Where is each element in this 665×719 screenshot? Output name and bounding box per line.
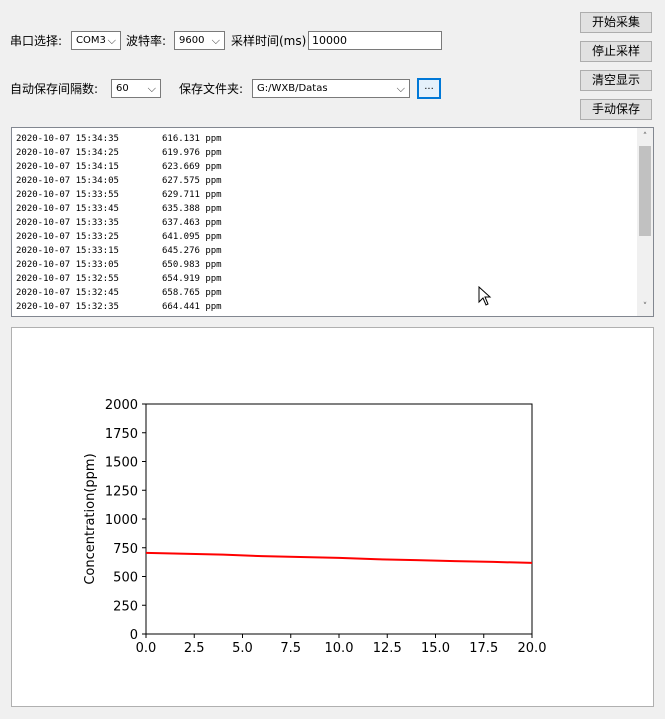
folder-select-value: G:/WXB/Datas <box>257 83 328 94</box>
interval-label: 采样时间(ms) <box>231 34 307 48</box>
autosave-interval-select[interactable]: 60 ⌵ <box>111 79 161 98</box>
log-row-time: 2020-10-07 15:33:35 <box>16 218 119 228</box>
log-row-time: 2020-10-07 15:33:05 <box>16 260 119 270</box>
log-row: 2020-10-07 15:34:15 623.669 ppm <box>16 160 222 174</box>
browse-folder-button[interactable]: ... <box>417 78 441 99</box>
folder-label: 保存文件夹: <box>179 82 244 96</box>
y-tick-label: 1000 <box>105 513 138 528</box>
autosave-interval-value: 60 <box>116 83 129 94</box>
log-row-time: 2020-10-07 15:33:55 <box>16 190 119 200</box>
x-tick-label: 5.0 <box>232 641 253 656</box>
y-axis-label: Concentration(ppm) <box>83 453 98 584</box>
log-row: 2020-10-07 15:32:45 658.765 ppm <box>16 286 222 300</box>
baud-label: 波特率: <box>126 34 167 48</box>
stop-button[interactable]: 停止采样 <box>580 41 652 62</box>
port-select-value: COM3 <box>76 35 106 46</box>
log-row-value: 641.095 ppm <box>162 232 222 242</box>
log-row-time: 2020-10-07 15:34:05 <box>16 176 119 186</box>
log-row: 2020-10-07 15:33:25 641.095 ppm <box>16 230 222 244</box>
start-button[interactable]: 开始采集 <box>580 12 652 33</box>
x-tick-label: 17.5 <box>469 641 498 656</box>
log-row-value: 664.441 ppm <box>162 302 222 312</box>
log-row: 2020-10-07 15:33:55 629.711 ppm <box>16 188 222 202</box>
plot-area <box>145 403 533 635</box>
log-row: 2020-10-07 15:34:25 619.976 ppm <box>16 146 222 160</box>
log-row: 2020-10-07 15:32:55 654.919 ppm <box>16 272 222 286</box>
log-row-value: 637.463 ppm <box>162 218 222 228</box>
folder-select[interactable]: G:/WXB/Datas ⌵ <box>252 79 410 98</box>
y-tick-label: 500 <box>113 571 138 586</box>
log-row-time: 2020-10-07 15:33:45 <box>16 204 119 214</box>
x-tick-label: 0.0 <box>136 641 157 656</box>
scroll-down-icon[interactable]: ˅ <box>642 302 648 312</box>
x-tick-label: 20.0 <box>518 641 547 656</box>
chevron-down-icon: ⌵ <box>396 82 405 95</box>
mouse-cursor-icon <box>478 286 492 306</box>
x-tick-label: 12.5 <box>373 641 402 656</box>
scrollbar-thumb[interactable] <box>639 146 651 236</box>
x-tick-label: 15.0 <box>421 641 450 656</box>
chevron-down-icon: ⌵ <box>107 34 116 47</box>
baud-select[interactable]: 9600 ⌵ <box>174 31 225 50</box>
log-row: 2020-10-07 15:33:35 637.463 ppm <box>16 216 222 230</box>
data-log-list[interactable]: 2020-10-07 15:34:35 616.131 ppm 2020-10-07… <box>11 127 654 317</box>
log-row: 2020-10-07 15:34:35 616.131 ppm <box>16 132 222 146</box>
log-row: 2020-10-07 15:33:45 635.388 ppm <box>16 202 222 216</box>
interval-input[interactable]: 10000 <box>308 31 442 50</box>
concentration-chart: 0.0 2.5 5.0 7.5 10.0 12.5 15.0 17.5 20.0 0 250 500 7… <box>83 398 547 656</box>
y-tick-label: 0 <box>130 628 138 643</box>
log-row-value: 623.669 ppm <box>162 162 222 172</box>
autosave-interval-label: 自动保存间隔数: <box>10 82 99 96</box>
log-row-value: 635.388 ppm <box>162 204 222 214</box>
port-select[interactable]: COM3 ⌵ <box>71 31 121 50</box>
log-row: 2020-10-07 15:33:15 645.276 ppm <box>16 244 222 258</box>
y-tick-label: 750 <box>113 542 138 557</box>
log-row-time: 2020-10-07 15:34:25 <box>16 148 119 158</box>
scroll-up-icon[interactable]: ˄ <box>642 132 648 142</box>
log-row-value: 629.711 ppm <box>162 190 222 200</box>
log-row: 2020-10-07 15:33:05 650.983 ppm <box>16 258 222 272</box>
y-tick-label: 2000 <box>105 398 138 413</box>
concentration-series-line <box>145 551 533 564</box>
log-row-value: 658.765 ppm <box>162 288 222 298</box>
log-row-time: 2020-10-07 15:32:45 <box>16 288 119 298</box>
log-row-time: 2020-10-07 15:32:55 <box>16 274 119 284</box>
baud-select-value: 9600 <box>179 35 205 46</box>
y-tick-label: 1500 <box>105 456 138 471</box>
chevron-down-icon: ⌵ <box>147 82 156 95</box>
concentration-chart-panel: 0.0 2.5 5.0 7.5 10.0 12.5 15.0 17.5 20.0 0 250 500 7… <box>11 327 654 707</box>
x-tick-label: 2.5 <box>184 641 205 656</box>
log-row-value: 619.976 ppm <box>162 148 222 158</box>
log-row: 2020-10-07 15:32:35 664.441 ppm <box>16 300 222 314</box>
log-row-time: 2020-10-07 15:33:15 <box>16 246 119 256</box>
log-row-value: 650.983 ppm <box>162 260 222 270</box>
y-tick-label: 250 <box>113 599 138 614</box>
log-row-time: 2020-10-07 15:32:35 <box>16 302 119 312</box>
y-tick-label: 1750 <box>105 427 138 442</box>
x-tick-label: 7.5 <box>280 641 301 656</box>
log-row-value: 616.131 ppm <box>162 134 222 144</box>
port-label: 串口选择: <box>10 34 63 48</box>
log-row-value: 645.276 ppm <box>162 246 222 256</box>
log-row-time: 2020-10-07 15:33:25 <box>16 232 119 242</box>
log-row-time: 2020-10-07 15:34:15 <box>16 162 119 172</box>
log-scrollbar[interactable]: ˄ ˅ <box>637 128 653 316</box>
log-row-value: 627.575 ppm <box>162 176 222 186</box>
save-button[interactable]: 手动保存 <box>580 99 652 120</box>
log-row-value: 654.919 ppm <box>162 274 222 284</box>
y-tick-label: 1250 <box>105 484 138 499</box>
x-tick-label: 10.0 <box>325 641 354 656</box>
chevron-down-icon: ⌵ <box>211 34 220 47</box>
log-row: 2020-10-07 15:34:05 627.575 ppm <box>16 174 222 188</box>
log-row-time: 2020-10-07 15:34:35 <box>16 134 119 144</box>
clear-button[interactable]: 清空显示 <box>580 70 652 91</box>
